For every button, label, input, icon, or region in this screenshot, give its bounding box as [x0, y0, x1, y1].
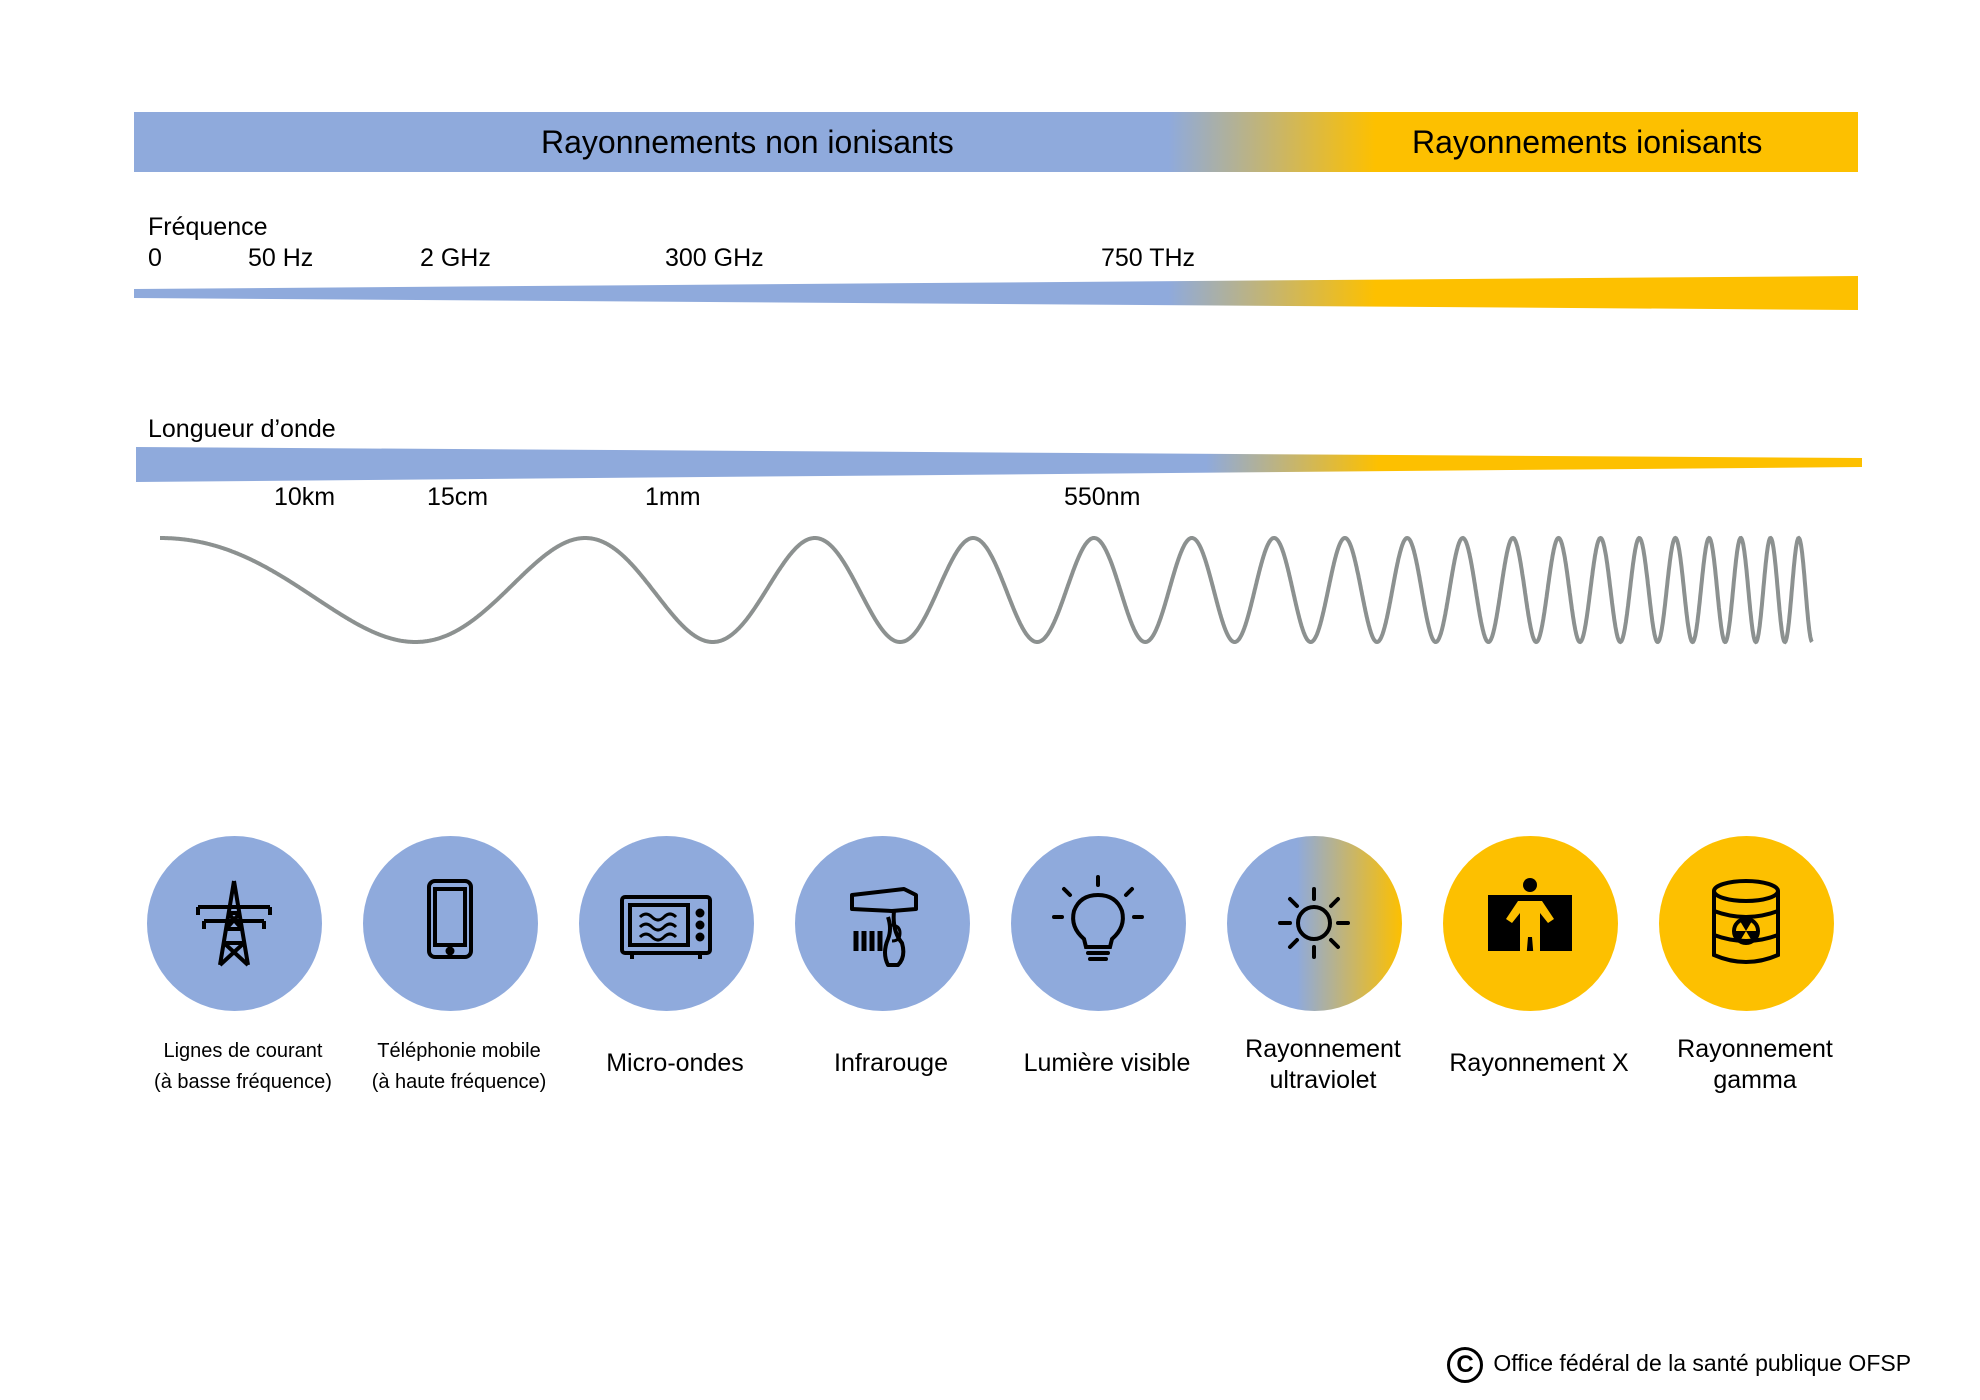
power-line-circle — [147, 836, 322, 1011]
caption-infrared: Infrarouge — [834, 1049, 948, 1077]
caption-mobile-phone: Téléphonie mobile (à haute fréquence) — [371, 1040, 547, 1093]
frequency-tick: 50 Hz — [248, 244, 314, 272]
frequency-tick: 300 GHz — [665, 244, 764, 272]
sun-icon — [1278, 887, 1350, 959]
ultraviolet-circle — [1227, 836, 1402, 1011]
frequency-tick: 750 THz — [1101, 244, 1196, 272]
wave-line — [160, 535, 1814, 645]
caption-ultraviolet: Rayonnement ultraviolet — [1245, 1035, 1401, 1094]
mobile-phone-icon — [427, 879, 473, 959]
copyright-notice: C Office fédéral de la santé publique OF… — [1447, 1347, 1911, 1383]
caption-power-lines: Lignes de courant (à basse fréquence) — [154, 1040, 332, 1093]
power-line-icon — [196, 880, 272, 967]
microwave-circle — [579, 836, 754, 1011]
x-ray-circle — [1443, 836, 1618, 1011]
wavelength-tick: 10km — [274, 483, 336, 511]
copyright-icon: C — [1447, 1347, 1483, 1383]
frequency-bar — [134, 276, 1858, 310]
x-ray-person-icon — [1488, 878, 1572, 961]
wavelength-bar — [136, 447, 1862, 482]
gamma-circle — [1659, 836, 1834, 1011]
frequency-tick: 0 — [148, 244, 162, 272]
visible-light-circle — [1011, 836, 1186, 1011]
caption-visible-light: Lumière visible — [1023, 1049, 1191, 1077]
frequency-tick: 2 GHz — [420, 244, 491, 272]
light-bulb-icon — [1052, 875, 1144, 961]
wavelength-tick: 1mm — [645, 483, 701, 511]
wavelength-tick: 550nm — [1064, 483, 1141, 511]
mobile-phone-circle — [363, 836, 538, 1011]
wavelength-label: Longueur d’onde — [148, 415, 336, 443]
radiation-type-band: Rayonnements non ionisants Rayonnements … — [134, 112, 1858, 172]
radioactive-barrel-icon — [1712, 879, 1780, 964]
infrared-circle — [795, 836, 970, 1011]
microwave-icon — [620, 895, 712, 959]
caption-microwaves: Micro-ondes — [606, 1049, 744, 1077]
frequency-label: Fréquence — [148, 213, 268, 241]
infrared-scanner-icon — [850, 887, 918, 967]
wavelength-tick: 15cm — [427, 483, 489, 511]
caption-gamma: Rayonnement gamma — [1677, 1035, 1833, 1094]
copyright-credit: Office fédéral de la santé publique OFSP — [1493, 1350, 1912, 1377]
non-ionizing-label: Rayonnements non ionisants — [541, 124, 954, 160]
ionizing-label: Rayonnements ionisants — [1412, 124, 1763, 160]
caption-x-ray: Rayonnement X — [1449, 1049, 1629, 1077]
